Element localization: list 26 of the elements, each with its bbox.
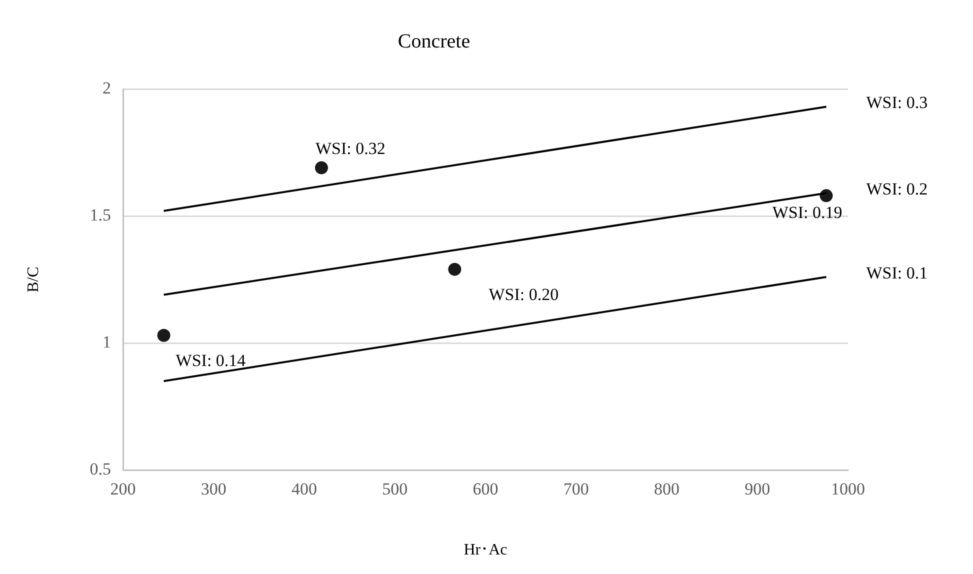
text: WSI: 0.1 (866, 263, 928, 282)
y-tick-label: 2 (102, 78, 111, 98)
annotation: WSI: 0.14 (176, 350, 246, 370)
x-tick-label: 300 (200, 480, 226, 499)
x-tick-label: 200 (110, 480, 136, 499)
x-tick-label: 700 (563, 480, 589, 499)
chart-title: Concrete (398, 30, 470, 52)
annotation: WSI: 0.20 (488, 284, 559, 304)
x-tick-label: 500 (382, 480, 408, 499)
y-tick-label: 0.5 (90, 459, 111, 478)
x-axis-title: Hr･Ac (464, 542, 508, 559)
point (314, 161, 328, 174)
annotation: WSI: 0.32 (315, 139, 386, 158)
point (157, 328, 170, 342)
x-tick-label: 800 (654, 480, 680, 499)
point (448, 262, 462, 276)
y-tick-label: 1.5 (90, 205, 111, 224)
y-axis-title: B/C (24, 266, 42, 292)
text: WSI: 0.3 (866, 93, 928, 112)
text: WSI: 0.2 (866, 180, 928, 199)
x-tick-label: 900 (744, 480, 770, 499)
annotation: WSI: 0.19 (772, 203, 842, 222)
x-tick-label: 400 (292, 480, 317, 499)
x-tick-label: 600 (472, 480, 498, 499)
x-tick-label: 1000 (831, 480, 865, 499)
y-tick-label: 1 (102, 332, 111, 352)
